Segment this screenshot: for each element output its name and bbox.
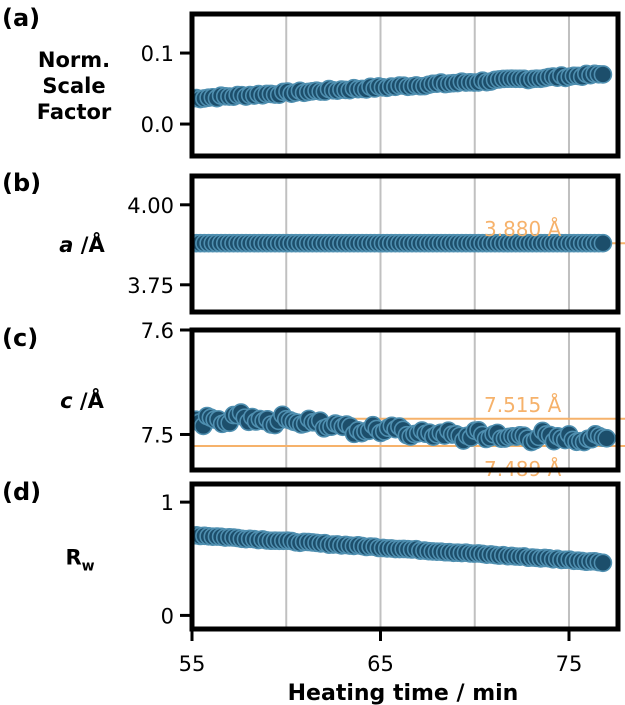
panel-label: (b)	[2, 169, 41, 197]
panel-c: 7.515 Å7.489 Å7.57.6(c)c /Å	[2, 319, 625, 481]
y-tick-label: 4.00	[127, 194, 174, 218]
data-point	[593, 65, 613, 84]
panel-label: (c)	[2, 324, 38, 352]
data-point	[593, 233, 613, 253]
panel-frame	[189, 481, 621, 632]
y-tick-label: 0	[161, 604, 174, 628]
data-points	[192, 403, 616, 452]
y-axis-label: Norm.	[38, 48, 110, 72]
panel-frame	[189, 11, 621, 159]
y-tick-label: 0.1	[141, 42, 174, 66]
x-tick-label: 65	[367, 652, 394, 676]
panel-d: 0 1 (d) Rw 55 65 75	[2, 478, 621, 676]
data-point	[597, 429, 616, 448]
panel-b: 3.880 Å 3.75 4.00 (b) a /Å	[2, 169, 625, 315]
y-axis-label: c /Å	[60, 388, 104, 413]
data-points	[192, 526, 613, 573]
x-axis-label: Heating time / min	[288, 681, 519, 705]
reference-line-label: 3.880 Å	[484, 217, 562, 241]
y-tick-label: 1	[161, 491, 174, 515]
panel-label: (a)	[2, 4, 40, 32]
y-axis-label: Factor	[37, 100, 112, 124]
x-tick-label: 55	[179, 652, 206, 676]
y-axis-label: a /Å	[59, 232, 105, 257]
data-point	[593, 553, 613, 573]
y-axis-label: Scale	[42, 74, 105, 98]
y-tick-label: 3.75	[127, 274, 174, 298]
y-tick-label: 0.0	[141, 113, 174, 137]
y-axis-label: Rw	[65, 546, 94, 575]
y-tick-label: 7.5	[141, 423, 174, 447]
panel-frame	[189, 327, 621, 473]
reference-line-label: 7.515 Å	[484, 393, 562, 417]
panel-label: (d)	[2, 478, 41, 506]
panel-frame	[189, 173, 621, 315]
data-points	[192, 64, 613, 109]
y-tick-label: 7.6	[141, 319, 174, 343]
data-points	[192, 233, 613, 253]
x-tick-label: 75	[556, 652, 583, 676]
